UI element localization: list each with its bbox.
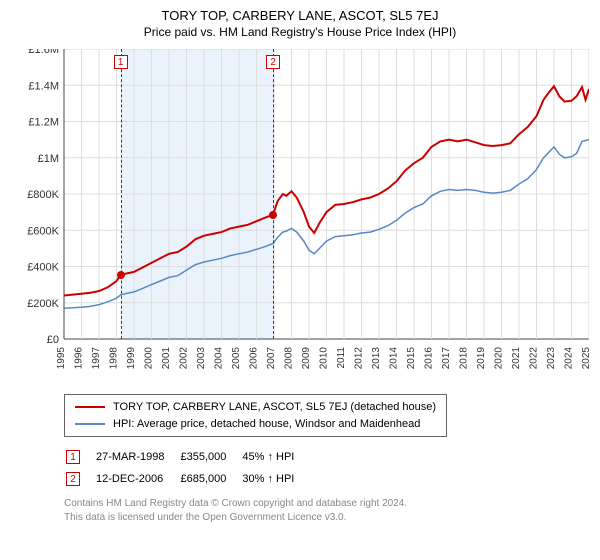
svg-text:2007: 2007 bbox=[266, 347, 277, 370]
svg-text:2009: 2009 bbox=[301, 347, 312, 370]
svg-text:£600K: £600K bbox=[27, 225, 59, 237]
legend-row: TORY TOP, CARBERY LANE, ASCOT, SL5 7EJ (… bbox=[75, 399, 436, 416]
svg-text:2025: 2025 bbox=[581, 347, 589, 370]
footer-line-2: This data is licensed under the Open Gov… bbox=[64, 511, 586, 525]
svg-text:2002: 2002 bbox=[179, 347, 190, 370]
event-guideline-2 bbox=[273, 49, 274, 339]
legend-label: HPI: Average price, detached house, Wind… bbox=[113, 416, 420, 433]
event-marker-cell: 1 bbox=[66, 450, 80, 464]
svg-text:2015: 2015 bbox=[406, 347, 417, 370]
events-table-row: 2 12-DEC-2006£685,00030% ↑ HPI bbox=[66, 469, 308, 489]
svg-text:2010: 2010 bbox=[319, 347, 330, 370]
event-marker-box-1: 1 bbox=[114, 55, 128, 69]
event-price: £685,000 bbox=[180, 469, 240, 489]
svg-text:2003: 2003 bbox=[196, 347, 207, 370]
events-table: 1 27-MAR-1998£355,00045% ↑ HPI 2 12-DEC-200… bbox=[64, 445, 310, 491]
svg-text:1996: 1996 bbox=[74, 347, 85, 370]
svg-text:2001: 2001 bbox=[161, 347, 172, 370]
svg-text:£1.6M: £1.6M bbox=[28, 49, 59, 56]
svg-text:2000: 2000 bbox=[144, 347, 155, 370]
event-delta: 30% ↑ HPI bbox=[242, 469, 308, 489]
price-chart-svg: £0 £200K £400K £600K £800K £1M £1.2M £1.4M £1.6M… bbox=[14, 49, 589, 384]
svg-text:1998: 1998 bbox=[109, 347, 120, 370]
svg-text:2020: 2020 bbox=[494, 347, 505, 370]
attribution-footer: Contains HM Land Registry data © Crown c… bbox=[64, 497, 586, 524]
svg-text:£400K: £400K bbox=[27, 262, 59, 274]
svg-text:2006: 2006 bbox=[249, 347, 260, 370]
svg-text:2014: 2014 bbox=[389, 347, 400, 370]
svg-text:2023: 2023 bbox=[546, 347, 557, 370]
svg-text:2021: 2021 bbox=[511, 347, 522, 370]
svg-text:1997: 1997 bbox=[91, 347, 102, 370]
chart-subtitle: Price paid vs. HM Land Registry's House … bbox=[14, 25, 586, 39]
event-marker-box-2: 2 bbox=[266, 55, 280, 69]
svg-text:2024: 2024 bbox=[564, 347, 575, 370]
svg-text:1995: 1995 bbox=[56, 347, 67, 370]
svg-text:2012: 2012 bbox=[354, 347, 365, 370]
svg-text:2019: 2019 bbox=[476, 347, 487, 370]
event-date: 12-DEC-2006 bbox=[96, 469, 178, 489]
event-price: £355,000 bbox=[180, 447, 240, 467]
footer-line-1: Contains HM Land Registry data © Crown c… bbox=[64, 497, 586, 511]
svg-text:2017: 2017 bbox=[441, 347, 452, 370]
legend-label: TORY TOP, CARBERY LANE, ASCOT, SL5 7EJ (… bbox=[113, 399, 436, 416]
svg-text:2022: 2022 bbox=[529, 347, 540, 370]
event-guideline-1 bbox=[121, 49, 122, 339]
svg-text:2005: 2005 bbox=[231, 347, 242, 370]
event-marker-cell: 2 bbox=[66, 472, 80, 486]
svg-text:2018: 2018 bbox=[459, 347, 470, 370]
svg-text:£200K: £200K bbox=[27, 298, 59, 310]
svg-text:2011: 2011 bbox=[336, 347, 347, 369]
legend: TORY TOP, CARBERY LANE, ASCOT, SL5 7EJ (… bbox=[64, 394, 447, 437]
chart-area: £0 £200K £400K £600K £800K £1M £1.2M £1.4M £1.6M… bbox=[14, 49, 586, 384]
events-table-row: 1 27-MAR-1998£355,00045% ↑ HPI bbox=[66, 447, 308, 467]
legend-swatch bbox=[75, 423, 105, 425]
svg-text:£800K: £800K bbox=[27, 189, 59, 201]
svg-text:2013: 2013 bbox=[371, 347, 382, 370]
svg-text:£1.4M: £1.4M bbox=[28, 80, 59, 92]
event-delta: 45% ↑ HPI bbox=[242, 447, 308, 467]
svg-text:£1M: £1M bbox=[38, 153, 59, 165]
event-dot-2 bbox=[269, 211, 277, 219]
svg-text:£0: £0 bbox=[47, 334, 59, 346]
event-date: 27-MAR-1998 bbox=[96, 447, 178, 467]
chart-title: TORY TOP, CARBERY LANE, ASCOT, SL5 7EJ bbox=[14, 8, 586, 23]
svg-text:2016: 2016 bbox=[424, 347, 435, 370]
svg-text:£1.2M: £1.2M bbox=[28, 117, 59, 129]
svg-text:1999: 1999 bbox=[126, 347, 137, 370]
legend-swatch bbox=[75, 406, 105, 408]
svg-text:2004: 2004 bbox=[214, 347, 225, 370]
event-dot-1 bbox=[117, 271, 125, 279]
legend-row: HPI: Average price, detached house, Wind… bbox=[75, 416, 436, 433]
svg-text:2008: 2008 bbox=[284, 347, 295, 370]
